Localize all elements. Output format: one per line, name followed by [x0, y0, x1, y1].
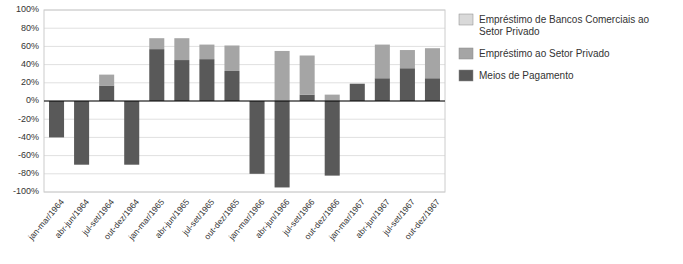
bar — [325, 94, 340, 95]
grid-line — [44, 28, 445, 29]
bar — [149, 49, 164, 101]
grid-line — [44, 137, 445, 138]
bar — [275, 50, 290, 51]
x-tick-label: out-dez/1967 — [402, 197, 442, 242]
bar — [350, 83, 365, 84]
bar — [350, 84, 365, 101]
grid-line — [44, 101, 445, 102]
y-tick-label: -80% — [18, 168, 39, 178]
bar — [174, 38, 189, 60]
legend-label: Empréstimo de Bancos Comerciais aoSetor … — [479, 14, 650, 37]
bar — [425, 48, 440, 49]
bar — [199, 45, 214, 60]
bar — [275, 101, 290, 187]
bar — [375, 78, 390, 101]
bar — [425, 78, 440, 101]
bar — [425, 48, 440, 78]
y-tick-labels: -100% -80% -60% -40% -20% 0% 20% 40% 60% 80% 100% — [13, 4, 39, 196]
legend: Empréstimo de Bancos Comerciais aoSetor … — [459, 14, 650, 81]
bar — [199, 59, 214, 101]
y-tick-label: 20% — [21, 77, 39, 87]
y-tick-label: -100% — [13, 186, 39, 196]
bar — [49, 101, 64, 137]
x-tick-labels: jan-mar/1964abr-jun/1964jul-set/1964out-… — [25, 197, 442, 243]
bar — [350, 83, 365, 84]
bar — [300, 95, 315, 101]
chart-svg: -100% -80% -60% -40% -20% 0% 20% 40% 60% 80% 100% j… — [0, 0, 683, 264]
bar — [174, 60, 189, 101]
bar — [99, 74, 114, 75]
bar — [400, 68, 415, 101]
bar — [375, 45, 390, 79]
grid-line — [44, 119, 445, 120]
bar — [99, 86, 114, 101]
y-tick-label: 100% — [16, 4, 39, 14]
bar — [149, 38, 164, 39]
bar — [250, 101, 265, 174]
bar — [74, 101, 89, 165]
chart-container: -100% -80% -60% -40% -20% 0% 20% 40% 60% 80% 100% j… — [0, 0, 683, 264]
series-bars — [99, 38, 440, 101]
y-tick-label: 80% — [21, 23, 39, 33]
bar — [325, 95, 340, 101]
y-tick-label: 0% — [26, 95, 39, 105]
bar — [199, 44, 214, 45]
legend-swatch — [459, 48, 473, 59]
plot-frame — [44, 10, 445, 192]
bar — [149, 38, 164, 49]
y-tick-label: -20% — [18, 114, 39, 124]
bar — [224, 45, 239, 70]
bar — [275, 51, 290, 101]
bar — [224, 71, 239, 101]
bar — [174, 38, 189, 39]
y-tick-label: -40% — [18, 132, 39, 142]
bar — [300, 55, 315, 56]
bar — [400, 50, 415, 51]
y-tick-label: 40% — [21, 59, 39, 69]
bar — [99, 75, 114, 86]
bars — [49, 38, 440, 187]
legend-swatch — [459, 14, 473, 25]
legend-label: Empréstimo ao Setor Privado — [479, 48, 610, 59]
bar — [325, 101, 340, 176]
y-tick-label: -60% — [18, 150, 39, 160]
y-tick-label: 60% — [21, 41, 39, 51]
y-grid — [44, 10, 445, 192]
legend-swatch — [459, 70, 473, 81]
bar — [300, 56, 315, 95]
bar — [224, 45, 239, 46]
legend-label: Meios de Pagamento — [479, 70, 574, 81]
grid-line — [44, 173, 445, 174]
grid-line — [44, 155, 445, 156]
bar — [124, 101, 139, 165]
bar — [375, 44, 390, 45]
zero-line — [44, 101, 445, 102]
bar — [400, 50, 415, 68]
